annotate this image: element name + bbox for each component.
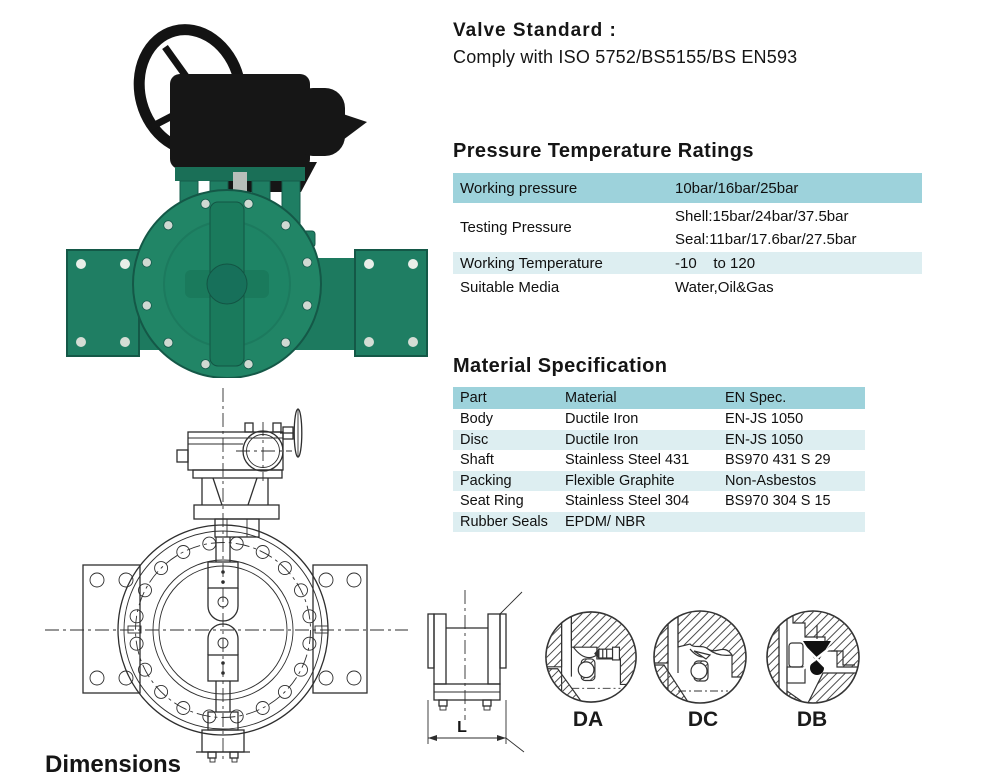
valve-round-body — [132, 189, 322, 378]
seat-detail-DB-drawing — [766, 610, 860, 704]
ms-spec: Non-Asbestos — [718, 470, 865, 491]
pt-label: Testing Pressure — [460, 219, 572, 236]
pt-label: Working Temperature — [453, 252, 668, 274]
ms-spec: EN-JS 1050 — [725, 411, 804, 428]
pt-value-line1: Shell:15bar/24bar/37.5bar — [675, 207, 849, 225]
drawing-body-circles — [117, 524, 329, 736]
seat-detail-DA-label: DA — [572, 708, 604, 731]
pt-label: Working pressure — [453, 173, 668, 203]
seat-detail-DC-label: DC — [687, 708, 719, 731]
left-flange-plate — [66, 249, 140, 357]
material-spec-table: Part Material EN Spec. Body Ductile Iron… — [453, 387, 865, 532]
table-row: Rubber Seals EPDM/ NBR — [453, 511, 865, 532]
ms-spec — [718, 511, 865, 532]
ms-part: Packing — [453, 470, 558, 491]
material-spec-title: Material Specification — [453, 355, 668, 377]
ms-material: Flexible Graphite — [558, 470, 718, 491]
ms-material: Ductile Iron — [565, 411, 639, 428]
profile-body — [427, 613, 507, 711]
ms-material: EPDM/ NBR — [558, 511, 718, 532]
table-row: Testing Pressure Shell:15bar/24bar/37.5b… — [453, 203, 922, 252]
drawing-gear-operator — [176, 408, 303, 538]
table-row: Seat Ring Stainless Steel 304 BS970 304 … — [453, 491, 865, 512]
table-row: Suitable Media Water,Oil&Gas — [453, 274, 922, 301]
ms-part: Shaft — [460, 452, 494, 469]
pressure-ratings-title: Pressure Temperature Ratings — [453, 140, 754, 162]
drawing-side-plates — [82, 564, 368, 694]
table-row: Shaft Stainless Steel 431 BS970 431 S 29 — [453, 450, 865, 471]
pt-value: 10bar/16bar/25bar — [668, 173, 922, 203]
valve-dimension-drawing — [45, 388, 408, 763]
table-row: Packing Flexible Graphite Non-Asbestos — [453, 470, 865, 491]
valve-standard-title: Valve Standard : — [453, 20, 617, 41]
table-row: Disc Ductile Iron EN-JS 1050 — [453, 429, 865, 450]
pressure-ratings-table: Working pressure 10bar/16bar/25bar Testi… — [453, 173, 922, 301]
gear-operator — [133, 24, 367, 192]
table-row: Working Temperature -10 to 120 — [453, 252, 922, 274]
ms-spec: EN-JS 1050 — [718, 429, 865, 450]
pt-value-line2: Seal:11bar/17.6bar/27.5bar — [675, 230, 857, 248]
table-header-row: Part Material EN Spec. — [453, 387, 865, 409]
flange-bolt-holes — [141, 198, 313, 370]
pt-label: Suitable Media — [460, 279, 560, 296]
drawing-bottom-foot — [196, 711, 250, 763]
ms-part: Seat Ring — [460, 493, 524, 510]
table-row: Working pressure 10bar/16bar/25bar — [453, 173, 922, 203]
t-seal — [802, 625, 832, 675]
valve-product-photo — [66, 24, 428, 378]
ms-material: Ductile Iron — [558, 429, 718, 450]
drawing-handwheel — [280, 408, 303, 458]
pt-value: -10 to 120 — [668, 252, 922, 274]
dimensions-section-title: Dimensions — [45, 751, 182, 778]
seat-detail-DC-drawing — [653, 610, 747, 704]
valve-standard-text: Comply with ISO 5752/BS5155/BS EN593 — [453, 47, 798, 67]
drawing-disc-hub — [207, 537, 239, 712]
gearbox — [170, 74, 310, 169]
ms-material: Stainless Steel 304 — [565, 493, 690, 510]
seat-detail-DA-drawing — [545, 611, 637, 703]
ms-part: Disc — [453, 429, 558, 450]
length-dimension-label: L — [457, 719, 467, 736]
seat-detail-DB-label: DB — [796, 708, 828, 731]
ms-header: EN Spec. — [718, 387, 865, 409]
drawing-bolt-holes — [129, 536, 317, 724]
ms-part: Body — [460, 411, 494, 428]
length-dimension — [427, 700, 525, 753]
ms-header: Material — [558, 387, 718, 409]
pt-value: Water,Oil&Gas — [675, 279, 774, 296]
ms-header: Part — [453, 387, 558, 409]
table-row: Body Ductile Iron EN-JS 1050 — [453, 409, 865, 430]
right-flange-plate — [354, 249, 428, 357]
ms-spec: BS970 431 S 29 — [725, 452, 831, 469]
pt-value: Shell:15bar/24bar/37.5bar Seal:11bar/17.… — [668, 203, 922, 252]
valve-length-profile-drawing — [427, 590, 525, 753]
ms-spec: BS970 304 S 15 — [725, 493, 831, 510]
ms-part: Rubber Seals — [453, 511, 558, 532]
ms-material: Stainless Steel 431 — [565, 452, 690, 469]
